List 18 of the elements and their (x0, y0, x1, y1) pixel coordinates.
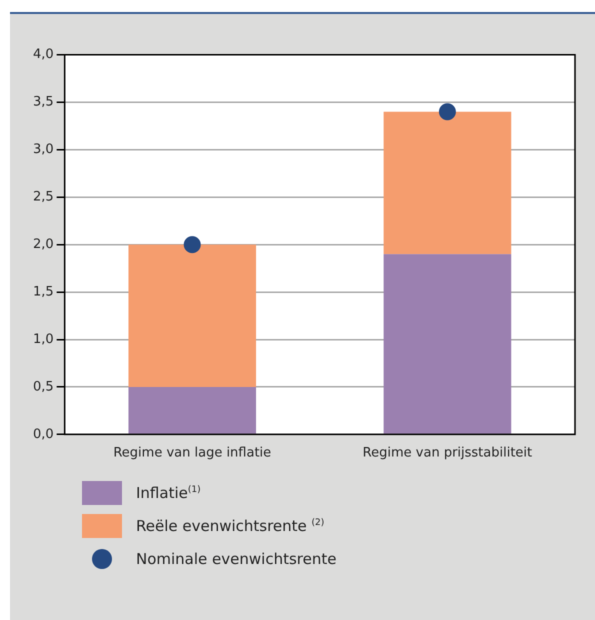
bar (128, 244, 256, 387)
legend-label: Reële evenwichtsrente $^{(2)}$ (136, 517, 324, 535)
y-tick-label: 3,5 (32, 94, 54, 110)
x-tick-label: Regime van lage inflatie (113, 446, 272, 461)
y-tick-label: 4,0 (32, 47, 54, 62)
bar (384, 112, 512, 254)
y-tick-label: 1,5 (32, 284, 54, 300)
y-tick-label: 2,0 (32, 236, 54, 252)
x-tick-label: Regime van prijsstabiliteit (362, 446, 532, 461)
y-tick-label: 3,0 (32, 142, 54, 158)
y-tick-label: 1,0 (32, 332, 54, 347)
legend-label: Inflatie$^{(1)}$ (136, 484, 201, 502)
y-tick-label: 2,5 (32, 190, 54, 205)
y-tick-label: 0,0 (32, 426, 54, 442)
bar (384, 254, 512, 434)
bar (128, 386, 256, 434)
legend-label: Nominale evenwichtsrente (136, 550, 336, 568)
y-tick-label: 0,5 (32, 379, 54, 394)
